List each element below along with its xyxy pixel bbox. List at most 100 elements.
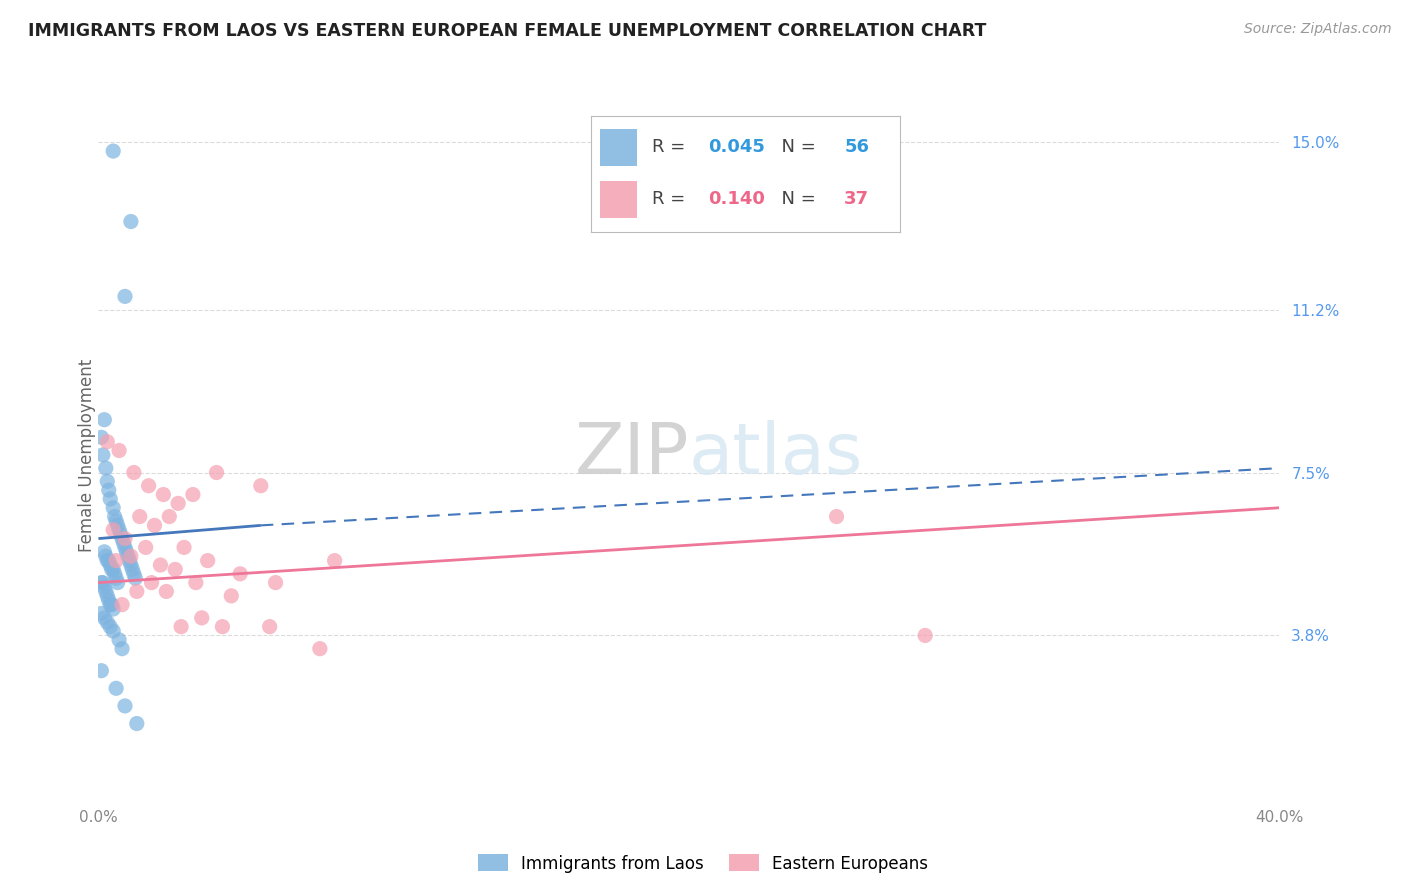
Point xyxy=(103,602,125,616)
Text: 0.045: 0.045 xyxy=(709,138,765,156)
Point xyxy=(221,589,243,603)
Point xyxy=(173,541,195,555)
Point xyxy=(90,607,112,621)
Point xyxy=(97,553,120,567)
Point xyxy=(110,527,132,541)
Point xyxy=(211,620,233,634)
Point xyxy=(93,545,115,559)
Y-axis label: Female Unemployment: Female Unemployment xyxy=(79,359,96,551)
Point xyxy=(96,589,118,603)
Point xyxy=(124,571,146,585)
Point xyxy=(120,214,142,228)
Point xyxy=(191,611,214,625)
Point xyxy=(97,593,120,607)
Point xyxy=(122,466,145,480)
Point xyxy=(112,536,135,550)
Point xyxy=(108,632,131,647)
Point xyxy=(157,509,180,524)
Text: 37: 37 xyxy=(844,191,869,209)
Point xyxy=(103,144,125,158)
Point xyxy=(103,523,125,537)
Point xyxy=(184,575,207,590)
Point xyxy=(90,575,112,590)
Bar xyxy=(600,181,637,218)
Point xyxy=(120,549,142,564)
Point xyxy=(114,532,136,546)
Point xyxy=(259,620,281,634)
Point xyxy=(118,553,141,567)
Text: N =: N = xyxy=(770,191,821,209)
Text: Source: ZipAtlas.com: Source: ZipAtlas.com xyxy=(1244,22,1392,37)
Point xyxy=(205,466,228,480)
Point xyxy=(96,475,118,489)
Point xyxy=(149,558,172,572)
Point xyxy=(98,558,121,572)
Point xyxy=(103,562,125,576)
Text: 0.140: 0.140 xyxy=(709,191,765,209)
Point xyxy=(93,611,115,625)
Point xyxy=(107,575,129,590)
Point xyxy=(135,541,157,555)
Point xyxy=(108,523,131,537)
Point xyxy=(91,448,114,462)
Point xyxy=(141,575,163,590)
Point xyxy=(125,584,148,599)
Text: R =: R = xyxy=(652,138,692,156)
Point xyxy=(114,541,136,555)
Text: R =: R = xyxy=(652,191,692,209)
Point xyxy=(114,698,136,713)
Point xyxy=(128,509,150,524)
Text: atlas: atlas xyxy=(689,420,863,490)
Point xyxy=(105,553,128,567)
Point xyxy=(90,430,112,444)
Point xyxy=(93,580,115,594)
Point xyxy=(152,487,174,501)
Point xyxy=(143,518,166,533)
Point xyxy=(250,479,273,493)
Legend: Immigrants from Laos, Eastern Europeans: Immigrants from Laos, Eastern Europeans xyxy=(471,847,935,880)
Point xyxy=(181,487,204,501)
Point xyxy=(167,496,190,510)
Point xyxy=(90,664,112,678)
Point xyxy=(115,545,138,559)
Point xyxy=(91,575,114,590)
Text: N =: N = xyxy=(770,138,821,156)
Point xyxy=(914,628,936,642)
Point xyxy=(122,566,145,581)
Point xyxy=(121,562,143,576)
Text: 56: 56 xyxy=(844,138,869,156)
Point xyxy=(100,562,122,576)
Point xyxy=(104,509,127,524)
Point xyxy=(114,289,136,303)
Point xyxy=(105,514,128,528)
Point xyxy=(229,566,252,581)
Point xyxy=(103,500,125,515)
Point xyxy=(98,598,121,612)
Point xyxy=(105,681,128,696)
Point xyxy=(98,620,121,634)
Point xyxy=(309,641,332,656)
Point xyxy=(94,461,117,475)
Point xyxy=(96,615,118,630)
Point xyxy=(264,575,287,590)
Point xyxy=(100,598,122,612)
Point xyxy=(170,620,193,634)
Point xyxy=(155,584,177,599)
Point xyxy=(825,509,848,524)
Point xyxy=(111,598,134,612)
Point xyxy=(165,562,187,576)
Point xyxy=(120,558,142,572)
Point xyxy=(323,553,346,567)
Point xyxy=(197,553,219,567)
Point xyxy=(117,549,139,564)
Point xyxy=(96,553,118,567)
Point xyxy=(96,434,118,449)
Point xyxy=(94,584,117,599)
Point xyxy=(105,571,128,585)
Bar xyxy=(600,128,637,166)
Point xyxy=(108,443,131,458)
Text: IMMIGRANTS FROM LAOS VS EASTERN EUROPEAN FEMALE UNEMPLOYMENT CORRELATION CHART: IMMIGRANTS FROM LAOS VS EASTERN EUROPEAN… xyxy=(28,22,987,40)
Point xyxy=(97,483,120,497)
Point xyxy=(111,641,134,656)
Point xyxy=(104,566,127,581)
